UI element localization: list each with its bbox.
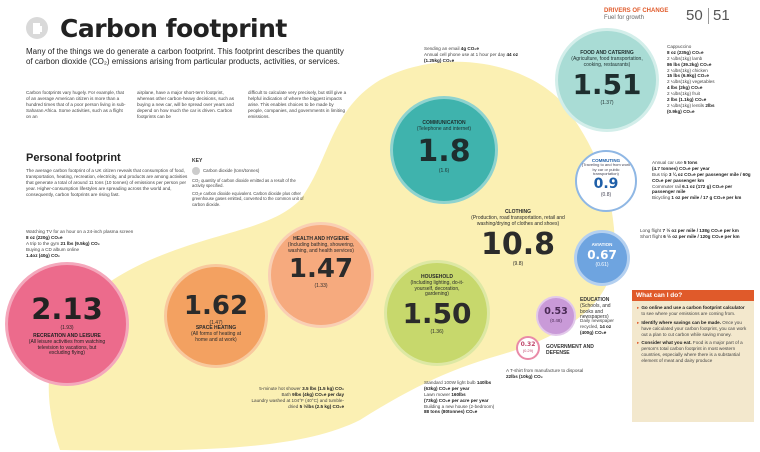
personal-heading: Personal footprint [26, 152, 121, 164]
annotation-flight: Long flight 7 ½ oz per mile / 138g CO₂e … [640, 228, 740, 239]
circle-recreation: 2.13 (1.93) RECREATION AND LEISURE (All … [5, 262, 129, 386]
annotation-tv: Watching TV for an hour on a 24-inch pla… [26, 229, 134, 258]
page-number-right: 51 [713, 7, 730, 24]
annotation-edu: Daily newspaper recycled, 14 oz (400g) CO… [580, 318, 614, 335]
subsection-label: Fuel for growth [604, 15, 645, 21]
key-box: KEY Carbon dioxide (tons/tonnes) CO₂ qua… [192, 158, 304, 224]
key-swatch [192, 167, 200, 175]
tips-box: What can I do? ▸ Go online and use a car… [632, 290, 754, 422]
circle-commuting: COMMUTING (Traveling to and from work by… [575, 150, 637, 212]
tip-arrow-icon: ▸ [637, 340, 640, 346]
annotation-tshirt: A T-shirt from manufacture to disposal 2… [506, 368, 584, 379]
header-icon [26, 17, 48, 39]
body-col-1: Carbon footprints vary hugely. For examp… [26, 90, 126, 119]
tips-title: What can I do? [632, 290, 754, 301]
key-line-1: CO₂ quantity of carbon dioxide emitted a… [192, 178, 296, 189]
circle-space-heating: 1.62 (1.47) SPACE HEATING (All forms of … [164, 264, 268, 368]
tip-item: ▸ Identify where savings can be made. On… [637, 319, 747, 337]
key-swatch-label: Carbon dioxide (tons/tonnes) [203, 168, 260, 174]
tip-item: ▸ Consider what you eat. Food is a major… [637, 340, 743, 363]
circle-food-catering: FOOD AND CATERING (Agriculture, food tra… [555, 28, 659, 132]
annotation-email: Sending an email 4g CO₂e Annual cell pho… [424, 46, 518, 63]
body-col-2: airplane, have a major short-term footpr… [137, 90, 235, 119]
annotation-shower: 5-minute hot shower 3.5 lbs (1.5 kg) CO₂… [251, 386, 344, 409]
circle-government: 0.32 (0.29) [516, 336, 540, 360]
intro-text: Many of the things we do generate a carb… [26, 47, 344, 67]
annotation-commute: Annual car use 5 tons (4.7 tonnes) CO₂e … [652, 160, 751, 201]
tip-arrow-icon: ▸ [637, 319, 640, 325]
page-number-left: 50 [686, 7, 703, 24]
tip-item: ▸ Go online and use a carbon footprint c… [637, 305, 745, 316]
key-swatch-row: Carbon dioxide (tons/tonnes) [192, 167, 304, 175]
circle-communication: COMMUNICATION (Telephone and internet) 1… [390, 96, 498, 204]
clothing-block: CLOTHING (Production, road transportatio… [471, 209, 565, 268]
education-label: EDUCATION (Schools, and books and newspa… [580, 297, 611, 321]
page-title: Carbon footprint [60, 14, 287, 43]
tip-arrow-icon: ▸ [637, 305, 640, 310]
annotation-bulb: Standard 100W light bulb 140lbs (63kg) C… [424, 380, 495, 415]
circle-household: HOUSEHOLD (Including lighting, do-it-you… [384, 260, 490, 366]
circle-health-hygiene: HEALTH AND HYGIENE (Including bathing, s… [268, 222, 374, 328]
circle-education: 0.53 (0.48) [536, 296, 576, 336]
key-title: KEY [192, 158, 203, 164]
annotation-food: Cappuccino 8 oz (235g) CO₂e 2 ¼lbs(1kg) l… [667, 44, 715, 114]
body-col-3: difficult to calculate very precisely, b… [248, 90, 347, 119]
page-divider [708, 8, 709, 24]
government-label: GOVERNMENT AND DEFENSE [546, 344, 594, 356]
personal-text: The average carbon footprint of a UK cit… [26, 168, 188, 197]
key-line-2: CO₂e carbon dioxide equivalent. Carbon d… [192, 190, 304, 207]
section-label: DRIVERS OF CHANGE [604, 8, 669, 14]
circle-aviation: AVIATION 0.67 (0.61) [574, 230, 630, 286]
